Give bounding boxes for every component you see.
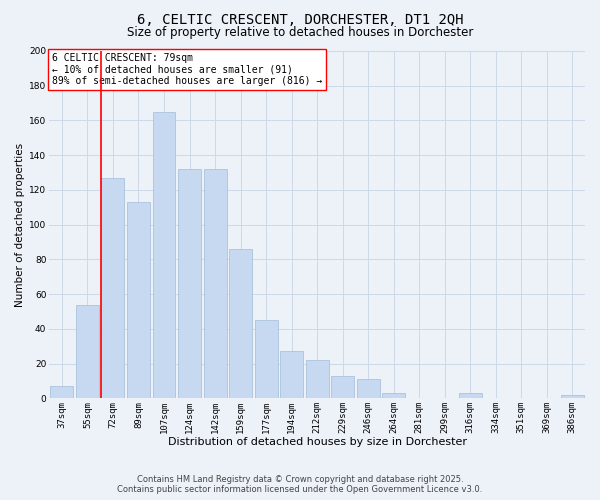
Text: 6 CELTIC CRESCENT: 79sqm
← 10% of detached houses are smaller (91)
89% of semi-d: 6 CELTIC CRESCENT: 79sqm ← 10% of detach… (52, 52, 322, 86)
Bar (76, 304, 99, 398)
X-axis label: Distribution of detached houses by size in Dorchester: Distribution of detached houses by size … (167, 438, 467, 448)
Bar (331, 376, 354, 398)
Bar (459, 393, 482, 398)
Bar (382, 393, 405, 398)
Bar (203, 169, 227, 398)
Bar (50, 386, 73, 398)
Bar (254, 320, 278, 398)
Bar (561, 395, 584, 398)
Bar (280, 352, 303, 399)
Bar (178, 169, 201, 398)
Text: 6, CELTIC CRESCENT, DORCHESTER, DT1 2QH: 6, CELTIC CRESCENT, DORCHESTER, DT1 2QH (137, 12, 463, 26)
Y-axis label: Number of detached properties: Number of detached properties (15, 142, 25, 306)
Text: Size of property relative to detached houses in Dorchester: Size of property relative to detached ho… (127, 26, 473, 39)
Bar (127, 202, 150, 398)
Bar (152, 112, 175, 399)
Text: Contains HM Land Registry data © Crown copyright and database right 2025.
Contai: Contains HM Land Registry data © Crown c… (118, 474, 482, 494)
Bar (356, 379, 380, 398)
Bar (305, 360, 329, 399)
Bar (229, 249, 252, 398)
Bar (101, 178, 124, 398)
